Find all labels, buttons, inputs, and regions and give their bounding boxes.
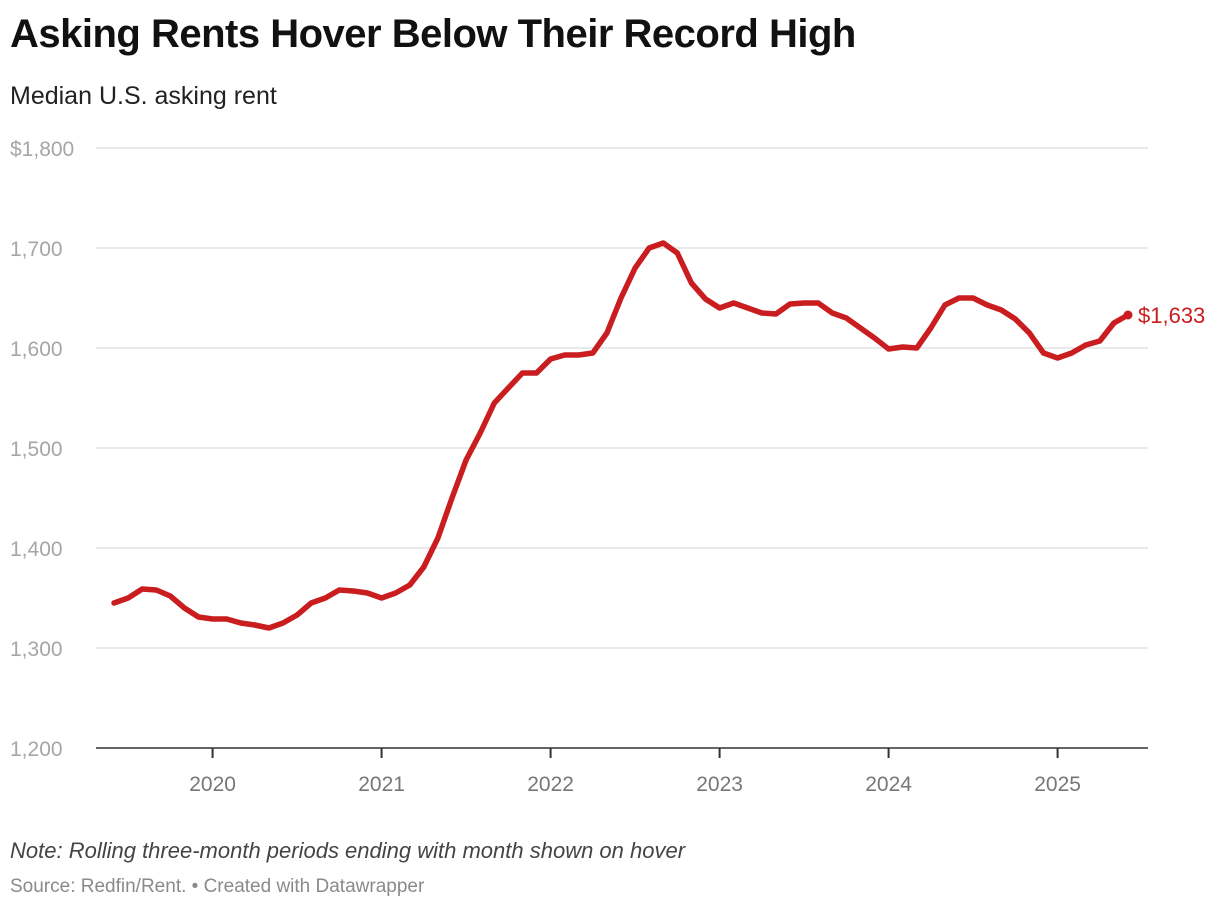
- x-tick-label: 2023: [696, 773, 743, 796]
- data-point[interactable]: [534, 370, 539, 376]
- data-point[interactable]: [562, 352, 568, 358]
- data-point[interactable]: [759, 310, 765, 316]
- data-point[interactable]: [857, 325, 863, 331]
- data-point[interactable]: [688, 280, 694, 286]
- end-value-label: $1,633: [1138, 303, 1205, 328]
- data-point[interactable]: [181, 605, 187, 611]
- y-tick-label: 1,200: [10, 738, 63, 761]
- data-point[interactable]: [379, 595, 385, 601]
- data-point[interactable]: [970, 295, 976, 301]
- chart-subtitle: Median U.S. asking rent: [10, 82, 277, 110]
- data-point[interactable]: [1041, 350, 1046, 356]
- data-point[interactable]: [125, 595, 131, 601]
- data-point[interactable]: [773, 311, 779, 317]
- data-point[interactable]: [336, 587, 342, 593]
- data-point[interactable]: [463, 457, 469, 463]
- data-point[interactable]: [801, 300, 807, 306]
- x-tick-label: 2025: [1034, 773, 1081, 796]
- data-point[interactable]: [984, 302, 990, 308]
- data-point[interactable]: [872, 335, 877, 341]
- series-layer[interactable]: $1,633: [111, 240, 1206, 631]
- y-axis-labels: 1,200 1,300 1,400 1,500 1,600 1,700 $1,800: [10, 138, 74, 761]
- data-point[interactable]: [308, 600, 314, 606]
- y-tick-label: 1,500: [10, 438, 63, 461]
- x-axis: 2020 2021 2022 2023 2024 2025: [96, 747, 1148, 796]
- data-point[interactable]: [350, 588, 356, 594]
- y-tick-label: 1,600: [10, 338, 63, 361]
- data-point[interactable]: [266, 625, 272, 631]
- data-point[interactable]: [1026, 330, 1032, 336]
- data-point[interactable]: [745, 305, 751, 311]
- data-point[interactable]: [632, 265, 638, 271]
- data-point[interactable]: [1069, 350, 1075, 356]
- chart-source[interactable]: Source: Redfin/Rent. • Created with Data…: [10, 876, 425, 897]
- data-point[interactable]: [1083, 342, 1089, 348]
- data-point[interactable]: [167, 593, 173, 599]
- data-point[interactable]: [829, 310, 835, 316]
- data-point[interactable]: [322, 595, 328, 601]
- data-point[interactable]: [196, 614, 201, 620]
- data-point[interactable]: [1012, 316, 1018, 322]
- x-tick-label: 2024: [865, 773, 912, 796]
- data-point[interactable]: [674, 250, 680, 256]
- data-point[interactable]: [1055, 355, 1061, 361]
- data-point[interactable]: [519, 370, 525, 376]
- gridlines: [96, 147, 1148, 649]
- data-point[interactable]: [731, 300, 737, 306]
- data-point[interactable]: [407, 582, 413, 588]
- data-point[interactable]: [139, 586, 145, 592]
- data-point[interactable]: [491, 400, 497, 406]
- y-tick-label: 1,300: [10, 638, 63, 661]
- y-tick-label: 1,400: [10, 538, 63, 561]
- data-point[interactable]: [956, 295, 962, 301]
- data-point[interactable]: [210, 616, 216, 622]
- data-point[interactable]: [548, 356, 554, 362]
- data-point[interactable]: [153, 587, 159, 593]
- data-point[interactable]: [238, 620, 244, 626]
- data-point[interactable]: [294, 612, 300, 618]
- chart-title: Asking Rents Hover Below Their Record Hi…: [10, 12, 856, 56]
- data-point[interactable]: [505, 385, 511, 391]
- data-point[interactable]: [815, 300, 821, 306]
- data-point[interactable]: [421, 564, 427, 570]
- data-point[interactable]: [942, 302, 948, 308]
- data-point[interactable]: [843, 315, 849, 321]
- data-point[interactable]: [660, 240, 666, 246]
- x-tick-label: 2021: [358, 773, 405, 796]
- data-point[interactable]: [998, 307, 1004, 313]
- data-point[interactable]: [703, 296, 708, 302]
- data-point[interactable]: [618, 295, 624, 301]
- data-point[interactable]: [928, 325, 934, 331]
- data-point[interactable]: [1097, 338, 1103, 344]
- end-point-marker[interactable]: [1123, 310, 1133, 320]
- data-point[interactable]: [646, 245, 652, 251]
- data-point[interactable]: [449, 495, 455, 501]
- data-point[interactable]: [900, 344, 906, 350]
- rent-series-line[interactable]: [111, 240, 1131, 631]
- data-point[interactable]: [252, 622, 258, 628]
- data-point[interactable]: [365, 590, 370, 596]
- data-point[interactable]: [604, 330, 610, 336]
- data-point[interactable]: [435, 535, 441, 541]
- data-point[interactable]: [1111, 320, 1117, 326]
- y-tick-label: $1,800: [10, 138, 74, 161]
- data-point[interactable]: [590, 350, 596, 356]
- data-point[interactable]: [477, 430, 483, 436]
- x-tick-label: 2020: [189, 773, 236, 796]
- data-point[interactable]: [914, 345, 920, 351]
- data-point[interactable]: [224, 616, 230, 622]
- data-point[interactable]: [280, 620, 286, 626]
- data-point[interactable]: [111, 600, 117, 606]
- data-point[interactable]: [393, 590, 399, 596]
- data-point[interactable]: [576, 352, 582, 358]
- data-point[interactable]: [787, 301, 793, 307]
- y-tick-label: 1,700: [10, 238, 63, 261]
- x-tick-label: 2022: [527, 773, 574, 796]
- chart-note: Note: Rolling three-month periods ending…: [10, 838, 686, 863]
- data-point[interactable]: [886, 346, 892, 352]
- data-point[interactable]: [717, 305, 723, 311]
